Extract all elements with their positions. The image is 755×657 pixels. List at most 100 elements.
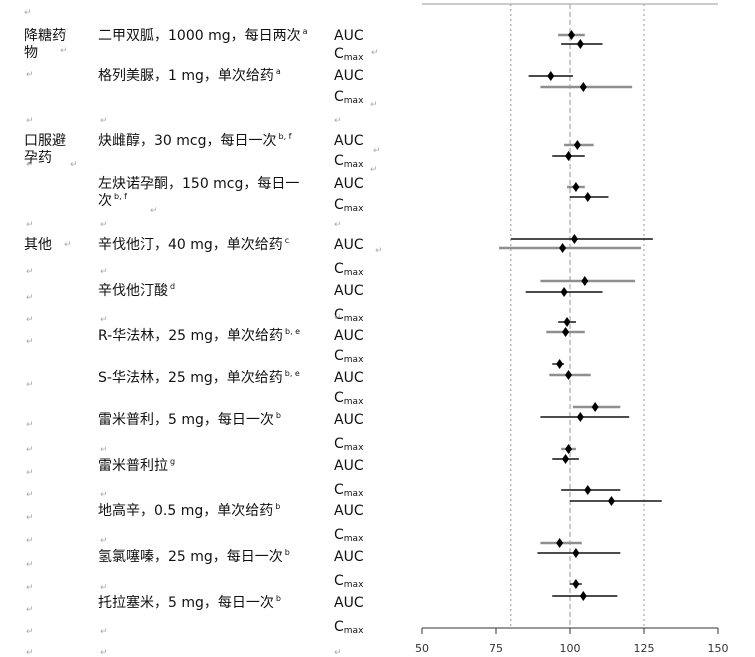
drug-name: 雷米普利拉 [98,458,168,474]
auc-label: AUC [334,549,364,565]
footnote-marker: b, e [285,327,301,337]
point-estimate-marker [570,234,578,244]
cmax-base: C [334,89,344,105]
paragraph-mark: ↵ [26,380,34,390]
drug-label: 格列美脲，1 mg，单次给药 a [98,68,281,85]
drug-label: 左炔诺孕酮，150 mcg，每日一次 b, f [98,176,313,210]
paragraph-mark: ↵ [150,206,158,216]
drug-name: 托拉塞米，5 mg，每日一次 [98,595,274,611]
point-estimate-marker [591,402,599,412]
paragraph-mark: ↵ [334,648,342,657]
point-estimate-marker [567,30,575,40]
cmax-label: Cmax [334,390,363,411]
footnote-marker: b [275,594,281,604]
cmax-base: C [334,307,344,323]
point-estimate-marker [576,412,584,422]
cmax-label: Cmax [334,436,363,457]
cmax-label: Cmax [334,153,363,174]
point-estimate-marker [560,287,568,297]
paragraph-mark: ↵ [26,70,34,80]
cmax-label: Cmax [334,197,363,218]
point-estimate-marker [572,579,580,589]
auc-label: AUC [334,28,364,44]
cmax-base: C [334,46,344,62]
cmax-subscript: max [343,355,364,365]
point-estimate-marker [581,276,589,286]
auc-label: AUC [334,237,364,253]
drug-name: 炔雌醇，30 mcg，每日一次 [98,133,277,149]
footnote-marker: c [284,236,290,246]
cmax-base: C [334,436,344,452]
cmax-base: C [334,261,344,277]
cmax-label: Cmax [334,573,363,594]
drug-name: R-华法林，25 mg，单次给药 [98,328,284,344]
footnote-marker: b [275,411,281,421]
drug-label: 氢氯噻嗪，25 mg，每日一次 b [98,549,290,566]
cmax-subscript: max [343,160,364,170]
cmax-subscript: max [343,489,364,499]
cmax-base: C [334,348,344,364]
cmax-subscript: max [343,626,364,636]
paragraph-mark: ↵ [334,220,342,230]
footnote-marker: b, f [114,192,127,202]
x-tick-label: 50 [415,642,429,655]
x-tick-label: 100 [560,642,581,655]
point-estimate-marker [565,151,573,161]
auc-label: AUC [334,68,364,84]
paragraph-mark: ↵ [26,583,34,593]
drug-name: 格列美脲，1 mg，单次给药 [98,68,274,84]
paragraph-mark: ↵ [26,315,34,325]
auc-label: AUC [334,176,364,192]
x-tick-label: 150 [708,642,729,655]
drug-name: 雷米普利，5 mg，每日一次 [98,412,274,428]
paragraph-mark: ↵ [334,116,342,126]
paragraph-mark: ↵ [26,648,34,657]
cmax-base: C [334,197,344,213]
drug-name: 氢氯噻嗪，25 mg，每日一次 [98,549,283,565]
auc-label: AUC [334,595,364,611]
point-estimate-marker [559,243,567,253]
paragraph-mark: ↵ [26,293,34,303]
paragraph-mark: ↵ [26,220,34,230]
paragraph-mark: ↵ [370,100,378,110]
cmax-base: C [334,573,344,589]
drug-name: 左炔诺孕酮，150 mcg，每日一次 [98,176,300,209]
paragraph-mark: ↵ [26,560,34,570]
footnote-marker: b [275,502,281,512]
point-estimate-marker [556,359,564,369]
point-estimate-marker [565,444,573,454]
paragraph-mark: ↵ [26,513,34,523]
paragraph-mark: ↵ [26,420,34,430]
point-estimate-marker [584,485,592,495]
drug-label: R-华法林，25 mg，单次给药 b, e [98,328,313,345]
paragraph-mark: ↵ [100,220,108,230]
paragraph-mark: ↵ [60,46,68,56]
group-label: 其他 [24,237,52,253]
footnote-marker: g [170,457,176,467]
point-estimate-marker [562,454,570,464]
point-estimate-marker [584,192,592,202]
cmax-label: Cmax [334,348,363,369]
paragraph-mark: ↵ [60,28,68,38]
drug-label: 辛伐他汀酸 d [98,283,175,300]
drug-label: 炔雌醇，30 mcg，每日一次 b, f [98,133,291,150]
cmax-base: C [334,153,344,169]
point-estimate-marker [607,496,615,506]
cmax-label: Cmax [334,261,363,282]
cmax-subscript: max [343,314,364,324]
drug-label: 辛伐他汀，40 mg，单次给药 c [98,237,289,254]
cmax-label: Cmax [334,482,363,503]
footnote-marker: b [284,548,290,558]
footnote-marker: d [170,282,176,292]
drug-name: 辛伐他汀，40 mg，单次给药 [98,237,283,253]
cmax-label: Cmax [334,527,363,548]
footnote-marker: b, f [278,132,292,142]
drug-label: 地高辛，0.5 mg，单次给药 b [98,503,280,520]
paragraph-mark: ↵ [26,337,34,347]
auc-label: AUC [334,283,364,299]
drug-name: 地高辛，0.5 mg，单次给药 [98,503,274,519]
cmax-base: C [334,619,344,635]
paragraph-mark: ↵ [70,160,78,170]
cmax-label: Cmax [334,46,363,67]
